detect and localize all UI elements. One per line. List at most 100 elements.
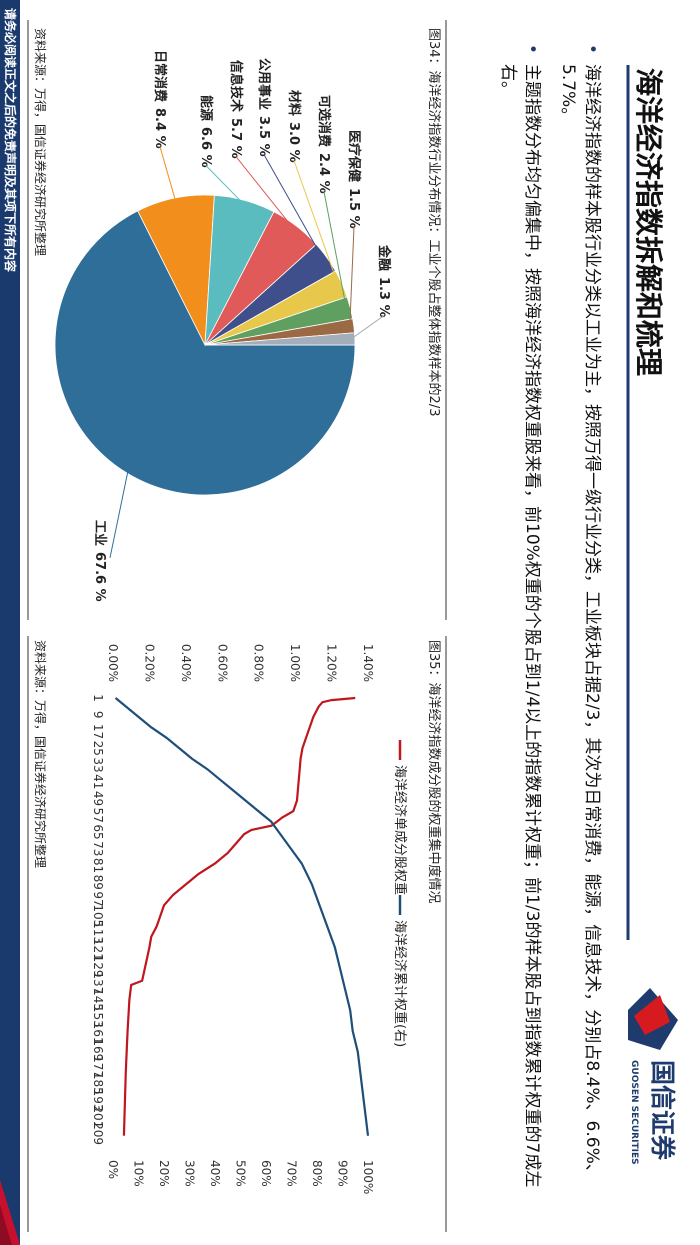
pie-slice xyxy=(54,210,356,496)
y-tick-label: 0.20% xyxy=(142,644,156,682)
pie-label-value: 3.5 % xyxy=(256,116,271,157)
leader-line xyxy=(263,154,324,260)
x-tick-label: 209 xyxy=(91,1122,105,1145)
y2-tick-label: 30% xyxy=(183,1160,197,1187)
x-tick-label: 161 xyxy=(91,1022,105,1045)
footer-disclaimer: 请务必阅读正文之后的免责声明及其项下所有内容 xyxy=(3,8,18,272)
x-tick-label: 113 xyxy=(91,921,105,944)
series-line xyxy=(114,697,370,1136)
x-tick-label: 105 xyxy=(91,904,105,927)
chart-title: 图34：海洋经济指数行业分布情况：工业个股占整体指数样本的2/3 xyxy=(426,28,442,416)
x-tick-label: 129 xyxy=(91,955,105,978)
leader-line xyxy=(349,226,355,327)
pie-label: 信息技术 5.7 % xyxy=(228,60,244,159)
y-tick-label: 1.20% xyxy=(325,644,339,682)
pie-label-value: 8.4 % xyxy=(152,108,167,149)
y2-tick-label: 100% xyxy=(361,1160,375,1194)
pie-label-value: 67.6 % xyxy=(92,552,107,602)
pie-label-category: 可选消费 xyxy=(316,95,332,147)
logo-shape xyxy=(634,995,670,1035)
pie-label-category: 医疗保健 xyxy=(346,130,362,182)
chart-title: 图35：海洋经济指数成分股的权重集中度情况 xyxy=(426,640,442,904)
y-tick-label: 1.00% xyxy=(288,644,302,682)
leader-line xyxy=(159,146,177,203)
y2-tick-label: 70% xyxy=(285,1160,299,1187)
y2-tick-label: 60% xyxy=(259,1160,273,1187)
pie-label: 工业 67.6 % xyxy=(92,520,108,602)
y2-tick-label: 20% xyxy=(157,1160,171,1187)
x-tick-label: 201 xyxy=(91,1105,105,1128)
x-tick-label: 73 xyxy=(91,841,105,856)
pie-label-category: 信息技术 xyxy=(228,60,244,112)
pie-label-value: 1.3 % xyxy=(376,277,391,318)
legend-label: 海洋经济单成分股权重 xyxy=(392,765,408,895)
y2-tick-label: 90% xyxy=(336,1160,350,1187)
x-tick-label: 145 xyxy=(91,988,105,1011)
footer-band xyxy=(0,0,20,1245)
logo-icon xyxy=(628,988,678,1050)
pie-label: 公用事业 3.5 % xyxy=(256,58,272,157)
leader-line xyxy=(235,156,295,230)
x-tick-label: 185 xyxy=(91,1072,105,1095)
leader-line xyxy=(109,469,129,558)
x-tick-label: 9 xyxy=(91,711,105,719)
pie-label: 医疗保健 1.5 % xyxy=(346,130,362,229)
logo-name: 国信证券 xyxy=(648,1060,677,1161)
x-tick-label: 193 xyxy=(91,1089,105,1112)
pie-label-category: 日常消费 xyxy=(152,50,168,102)
leader-line xyxy=(205,165,245,205)
y-tick-label: 1.40% xyxy=(361,644,375,682)
pie-label: 日常消费 8.4 % xyxy=(152,50,168,149)
pie-slice xyxy=(204,332,356,346)
pie-label-value: 1.5 % xyxy=(346,188,361,229)
pie-label: 金融 1.3 % xyxy=(376,244,392,318)
y-tick-label: 0.40% xyxy=(179,644,193,682)
chart-source: 资料来源：万得，国信证券经济研究所整理 xyxy=(33,640,48,868)
x-tick-label: 17 xyxy=(91,724,105,739)
x-tick-label: 65 xyxy=(91,824,105,839)
pie-label-category: 能源 xyxy=(198,95,214,121)
pie-label-category: 材料 xyxy=(286,90,302,116)
footer-decoration xyxy=(0,1205,12,1245)
x-tick-label: 169 xyxy=(91,1038,105,1061)
x-tick-label: 33 xyxy=(91,757,105,772)
y2-tick-label: 10% xyxy=(132,1160,146,1187)
pie-label: 可选消费 2.4 % xyxy=(316,95,332,194)
y2-tick-label: 40% xyxy=(208,1160,222,1187)
y2-tick-label: 0% xyxy=(106,1160,120,1179)
leader-line xyxy=(350,315,385,340)
y-tick-label: 0.00% xyxy=(106,644,120,682)
x-tick-label: 121 xyxy=(91,938,105,961)
x-tick-label: 89 xyxy=(91,875,105,890)
series-line xyxy=(122,696,356,1136)
x-tick-label: 57 xyxy=(91,808,105,823)
y2-tick-label: 80% xyxy=(310,1160,324,1187)
y2-tick-label: 50% xyxy=(234,1160,248,1187)
pie-label: 能源 6.6 % xyxy=(198,95,214,168)
x-tick-label: 49 xyxy=(91,791,105,806)
x-tick-label: 137 xyxy=(91,971,105,994)
chart-source: 资料来源：万得，国信证券经济研究所整理 xyxy=(33,28,48,256)
pie-label-value: 5.7 % xyxy=(228,118,243,159)
legend-label: 海洋经济累计权重(右) xyxy=(392,920,408,1047)
pie-label-category: 金融 xyxy=(376,244,392,271)
pie-label-value: 3.0 % xyxy=(286,122,301,163)
x-tick-label: 153 xyxy=(91,1005,105,1028)
pie-label-category: 公用事业 xyxy=(256,58,272,110)
y-tick-label: 0.60% xyxy=(215,644,229,682)
x-tick-label: 25 xyxy=(91,741,105,756)
pie-label-category: 工业 xyxy=(92,520,108,546)
x-tick-label: 97 xyxy=(91,891,105,906)
leader-line xyxy=(293,160,339,286)
x-tick-label: 1 xyxy=(91,694,105,702)
x-tick-label: 81 xyxy=(91,858,105,873)
leader-line xyxy=(323,191,347,309)
x-tick-label: 41 xyxy=(91,774,105,789)
y-tick-label: 0.80% xyxy=(252,644,266,682)
x-tick-label: 177 xyxy=(91,1055,105,1078)
logo-english: GUOSEN SECURITIES xyxy=(629,1060,639,1165)
pie-label-value: 6.6 % xyxy=(198,127,213,168)
